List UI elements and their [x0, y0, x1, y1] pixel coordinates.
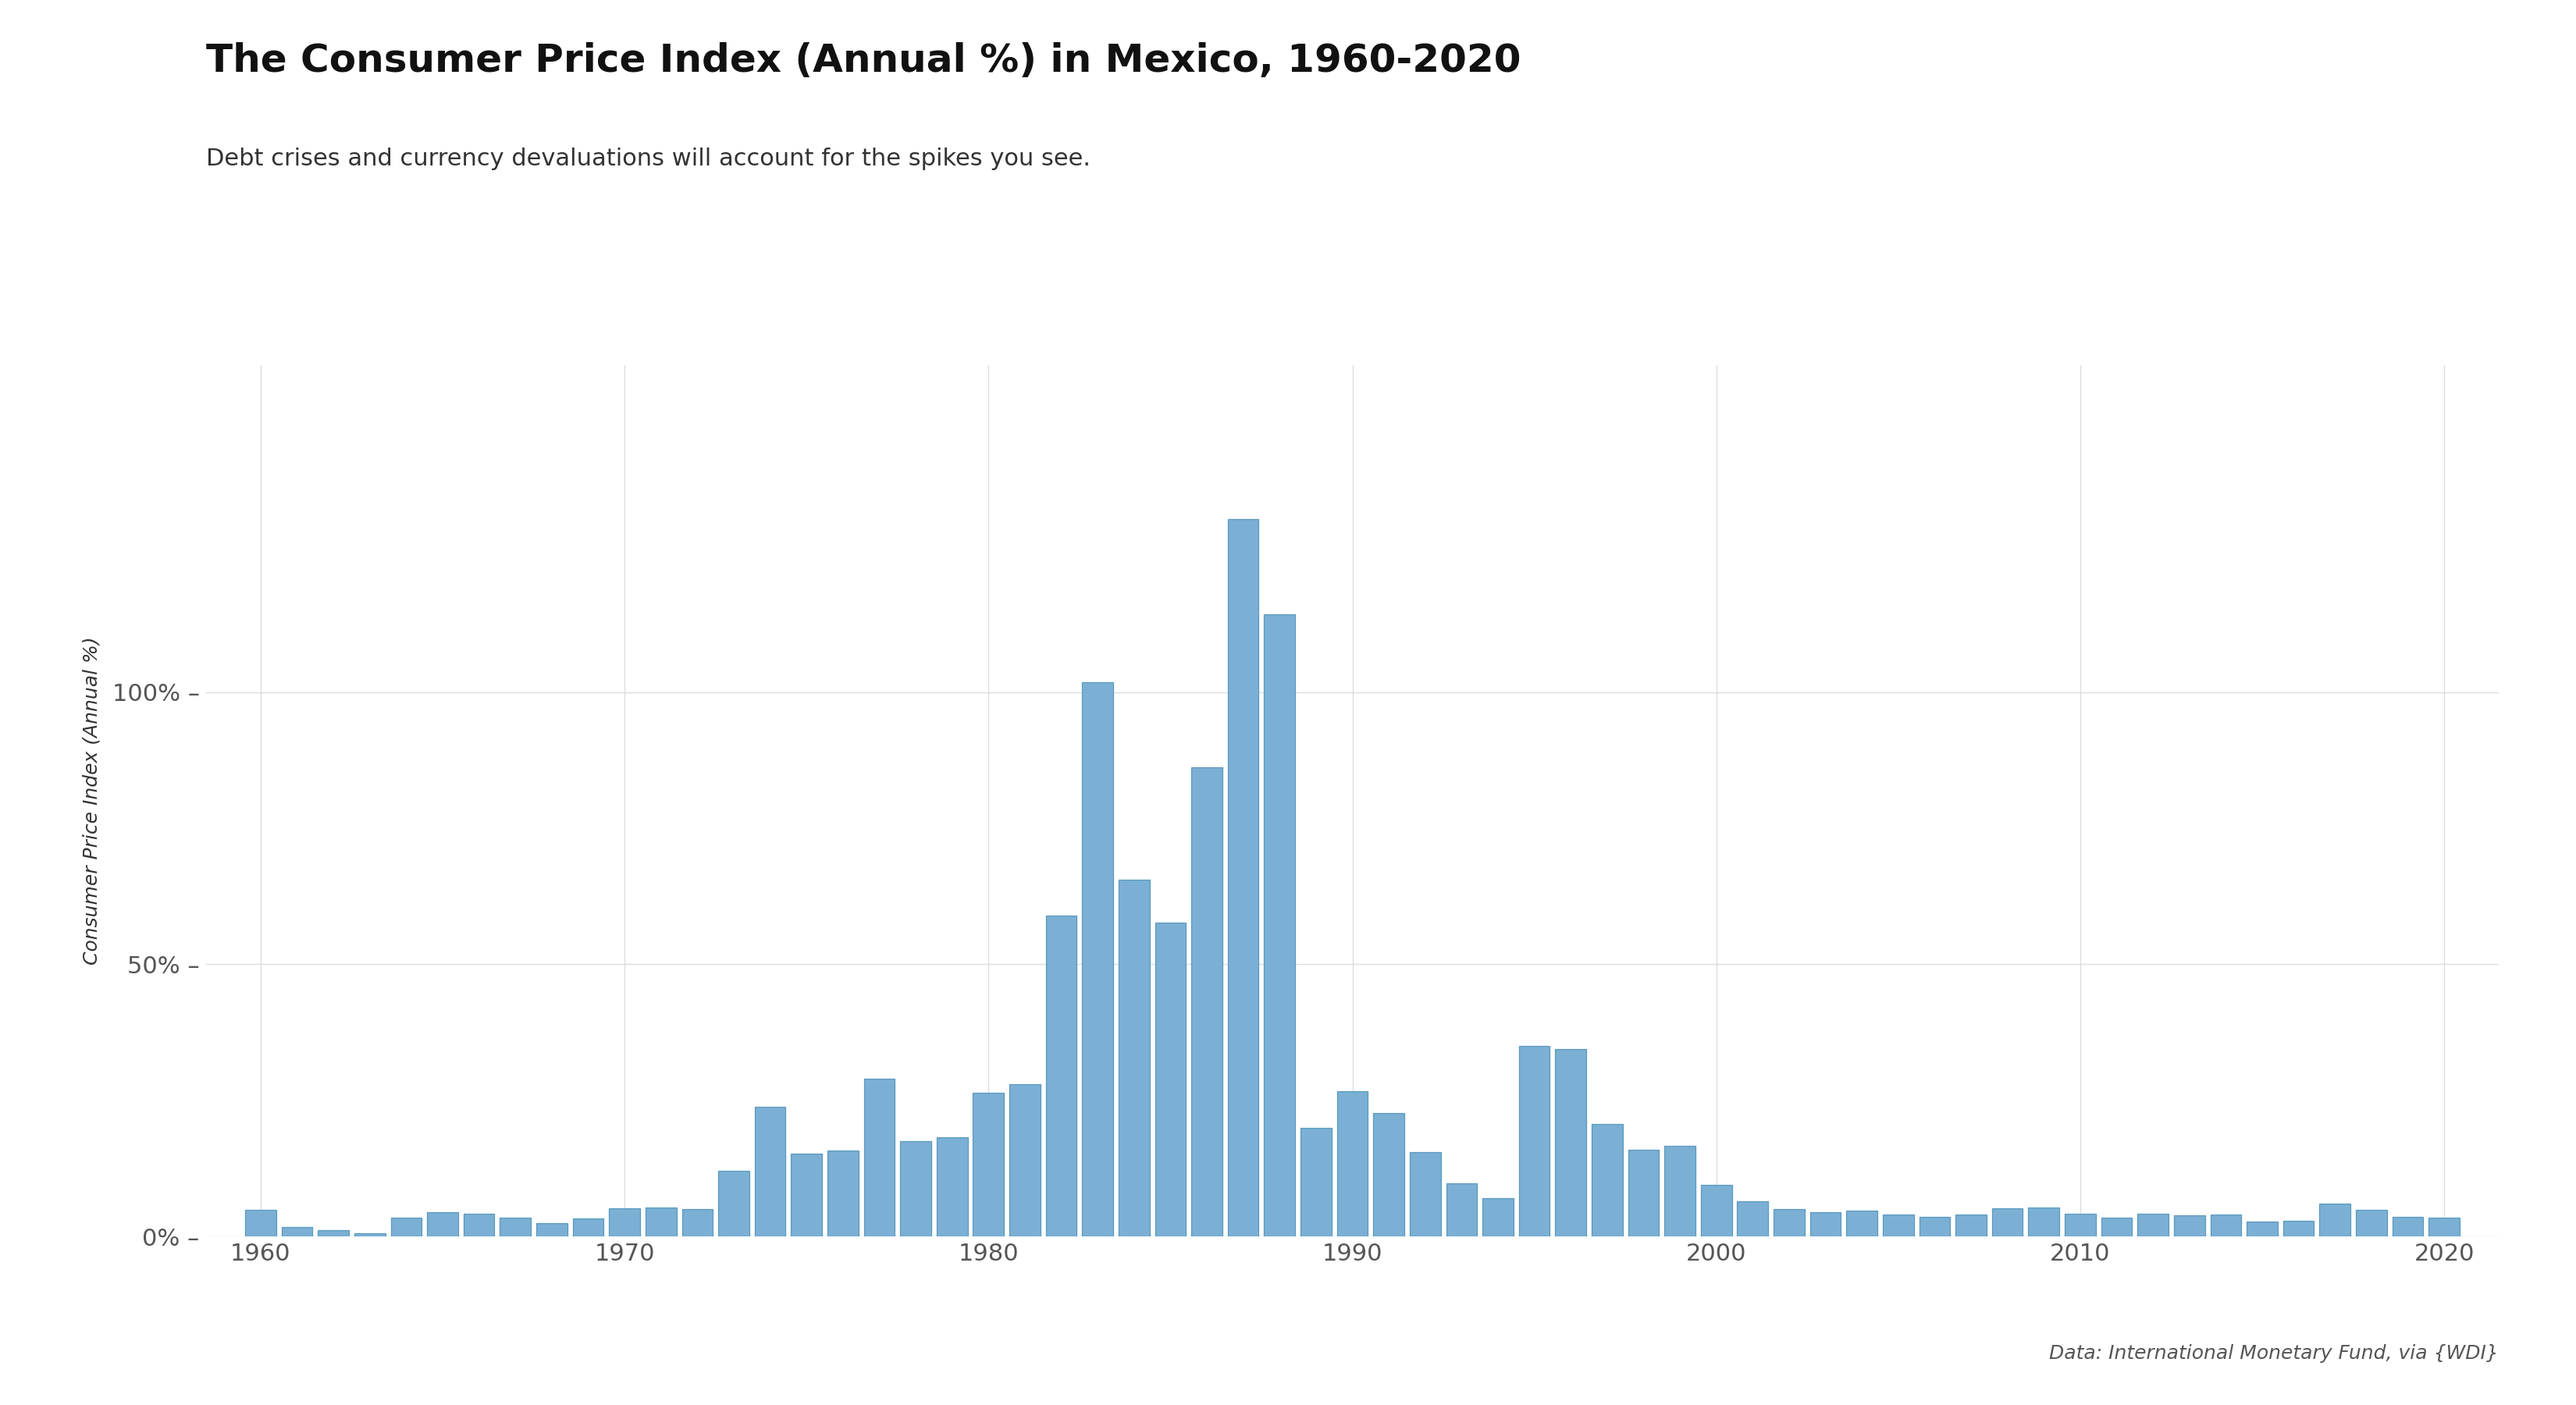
Bar	[1337, 1092, 1368, 1236]
Bar	[683, 1210, 714, 1236]
Bar	[1154, 922, 1185, 1236]
Bar	[1301, 1127, 1332, 1236]
Text: Debt crises and currency devaluations will account for the spikes you see.: Debt crises and currency devaluations wi…	[206, 148, 1090, 170]
Bar	[719, 1172, 750, 1236]
Bar	[2102, 1218, 2133, 1236]
Bar	[355, 1234, 386, 1236]
Bar	[500, 1218, 531, 1236]
Bar	[974, 1093, 1005, 1236]
Bar	[1520, 1045, 1551, 1236]
Bar	[1409, 1152, 1440, 1236]
Bar	[1736, 1201, 1767, 1236]
Text: Data: International Monetary Fund, via {WDI}: Data: International Monetary Fund, via {…	[2050, 1345, 2499, 1363]
Bar	[1592, 1124, 1623, 1236]
Bar	[1484, 1198, 1515, 1236]
Bar	[1628, 1149, 1659, 1236]
Bar	[1010, 1085, 1041, 1236]
Bar	[245, 1210, 276, 1236]
Bar	[1847, 1211, 1878, 1236]
Bar	[1883, 1214, 1914, 1236]
Bar	[791, 1154, 822, 1236]
Bar	[2174, 1215, 2205, 1236]
Bar	[281, 1227, 312, 1236]
Bar	[2210, 1214, 2241, 1236]
Bar	[536, 1222, 567, 1236]
Bar	[1082, 683, 1113, 1236]
Bar	[1265, 614, 1296, 1236]
Bar	[1190, 767, 1221, 1236]
Bar	[392, 1217, 422, 1236]
Bar	[2066, 1214, 2097, 1236]
Bar	[1445, 1183, 1476, 1236]
Bar	[647, 1207, 677, 1236]
Bar	[2138, 1214, 2169, 1236]
Bar	[938, 1137, 969, 1236]
Bar	[2282, 1221, 2313, 1236]
Y-axis label: Consumer Price Index (Annual %): Consumer Price Index (Annual %)	[82, 636, 100, 965]
Bar	[755, 1107, 786, 1236]
Bar	[2357, 1210, 2388, 1236]
Bar	[1118, 880, 1149, 1236]
Bar	[1991, 1208, 2022, 1236]
Bar	[1811, 1213, 1842, 1236]
Bar	[317, 1229, 348, 1236]
Bar	[2429, 1218, 2460, 1236]
Bar	[608, 1208, 639, 1236]
Bar	[2027, 1207, 2058, 1236]
Bar	[1664, 1146, 1695, 1236]
Bar	[2393, 1217, 2424, 1236]
Bar	[428, 1213, 459, 1236]
Bar	[1955, 1214, 1986, 1236]
Text: The Consumer Price Index (Annual %) in Mexico, 1960-2020: The Consumer Price Index (Annual %) in M…	[206, 42, 1520, 80]
Bar	[1556, 1050, 1587, 1236]
Bar	[1373, 1113, 1404, 1236]
Bar	[827, 1151, 858, 1236]
Bar	[1919, 1217, 1950, 1236]
Bar	[1700, 1184, 1731, 1236]
Bar	[2318, 1204, 2349, 1236]
Bar	[899, 1141, 930, 1236]
Bar	[1046, 916, 1077, 1236]
Bar	[1229, 518, 1260, 1236]
Bar	[1775, 1210, 1806, 1236]
Bar	[464, 1214, 495, 1236]
Bar	[863, 1079, 894, 1236]
Bar	[572, 1218, 603, 1236]
Bar	[2246, 1222, 2277, 1236]
